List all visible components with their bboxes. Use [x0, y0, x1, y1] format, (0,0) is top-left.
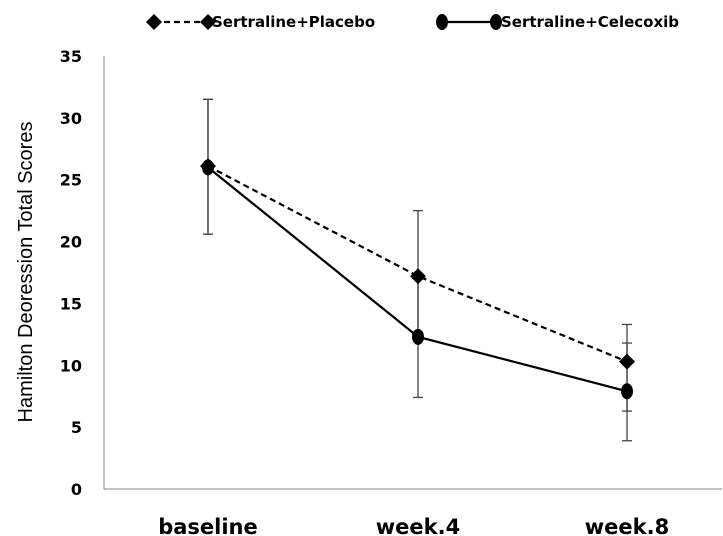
y-tick-label: 5 — [71, 418, 82, 437]
x-tick-label: week.8 — [585, 515, 669, 536]
legend-marker — [200, 14, 216, 30]
data-point-diamond — [619, 353, 635, 370]
legend-marker — [490, 14, 502, 30]
y-axis-label: Hamilton Deoression Total Scores — [15, 122, 37, 423]
legend-item: Sertraline+Celecoxib — [436, 13, 679, 31]
data-point-circle — [412, 328, 424, 345]
data-point-diamond — [410, 268, 426, 285]
x-tick-labels: baseline week.4 week.8 — [158, 515, 669, 536]
legend-marker — [146, 14, 162, 30]
y-tick-label: 10 — [60, 356, 82, 375]
legend: Sertraline+Placebo Sertraline+Celecoxib — [146, 13, 679, 31]
x-tick-label: week.4 — [376, 515, 460, 536]
y-tick-label: 25 — [60, 171, 82, 190]
series-markers — [200, 158, 635, 400]
legend-item: Sertraline+Placebo — [146, 13, 375, 31]
y-tick-label: 35 — [60, 47, 82, 66]
data-point-circle — [202, 159, 214, 176]
y-tick-labels: 0 5 10 15 20 25 30 35 — [60, 47, 82, 499]
x-tick-label: baseline — [158, 515, 258, 536]
y-tick-label: 30 — [60, 109, 82, 128]
y-tick-label: 0 — [71, 480, 82, 499]
legend-marker — [436, 14, 448, 30]
legend-label: Sertraline+Placebo — [212, 13, 375, 31]
y-tick-label: 20 — [60, 233, 82, 252]
y-tick-label: 15 — [60, 294, 82, 313]
data-point-circle — [621, 383, 633, 400]
axes — [103, 56, 722, 490]
legend-label: Sertraline+Celecoxib — [501, 13, 679, 31]
